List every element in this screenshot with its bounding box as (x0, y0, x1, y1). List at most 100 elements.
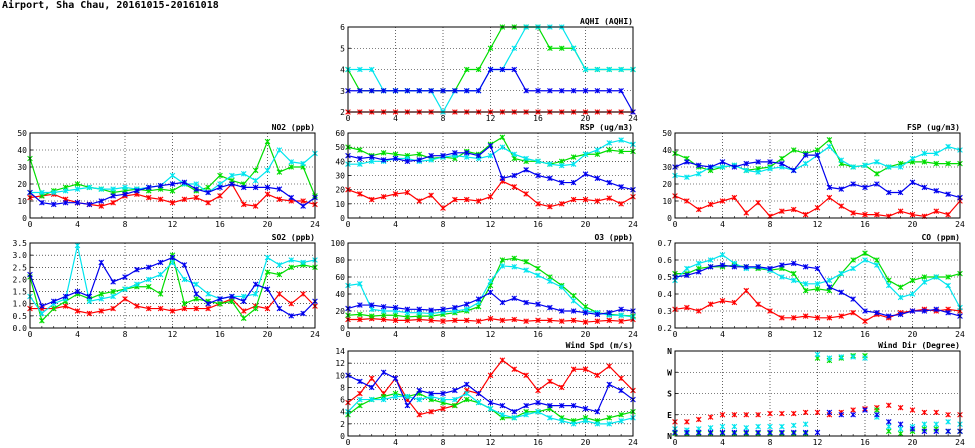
data-point (169, 172, 176, 179)
data-point (428, 192, 434, 199)
data-point (743, 167, 750, 174)
data-point (452, 87, 458, 94)
data-point (110, 186, 116, 192)
data-point (205, 199, 211, 206)
x-tick-label: 4 (75, 220, 80, 229)
data-point (684, 159, 690, 165)
data-point (50, 305, 57, 312)
x-tick-label: 20 (581, 438, 591, 447)
x-tick-label: 20 (581, 330, 591, 339)
data-point (122, 274, 128, 280)
data-point (300, 259, 306, 266)
data-point (511, 316, 518, 323)
data-point (368, 154, 375, 160)
data-point (523, 411, 529, 418)
data-point (475, 399, 482, 406)
data-point (606, 147, 613, 153)
data-point (535, 272, 541, 279)
data-point (50, 201, 57, 208)
data-point (404, 87, 411, 94)
x-tick-label: 24 (628, 220, 638, 229)
y-tick-label: 100 (331, 239, 346, 248)
data-point (945, 143, 951, 150)
data-point (838, 157, 845, 163)
data-point (719, 164, 726, 170)
x-tick-label: 4 (393, 438, 398, 447)
data-point (743, 264, 750, 270)
data-point (874, 407, 880, 413)
data-point (357, 402, 363, 409)
data-point (826, 284, 833, 290)
data-point (368, 196, 375, 203)
data-point (276, 169, 283, 175)
data-point (707, 414, 714, 420)
data-point (300, 203, 306, 209)
data-point (719, 423, 726, 430)
data-point (779, 410, 785, 417)
data-point (862, 407, 868, 413)
data-point (487, 278, 494, 285)
data-point (779, 155, 785, 162)
x-tick-label: 4 (720, 438, 725, 447)
data-point (357, 390, 363, 397)
data-point (463, 301, 470, 307)
y-tick-label: 0.3 (658, 307, 673, 316)
x-tick-label: 20 (581, 220, 591, 229)
data-point (790, 206, 797, 213)
data-point (594, 198, 601, 204)
plot-frame (674, 132, 961, 219)
data-point (487, 193, 494, 200)
data-point (570, 298, 577, 304)
data-point (511, 295, 518, 302)
data-point (499, 66, 506, 73)
data-point (802, 287, 809, 294)
data-point (684, 419, 690, 425)
data-point (98, 203, 105, 209)
data-point (499, 402, 506, 409)
fsp-chart: FSP (ug/m3) 0 10 20 30 40 50 0 4 8 12 16 20 24 (662, 123, 965, 229)
data-point (416, 198, 423, 204)
data-point (264, 269, 271, 275)
x-tick-label: 20 (263, 220, 273, 229)
data-point (74, 242, 81, 249)
data-point (606, 381, 613, 388)
data-point (921, 274, 928, 280)
data-point (288, 159, 295, 165)
data-point (558, 318, 565, 324)
y-tick-label: 0 (340, 324, 345, 333)
data-point (487, 372, 494, 379)
y-tick-label: 20 (17, 180, 27, 189)
data-point (368, 66, 375, 73)
data-point (368, 306, 375, 313)
data-point (499, 134, 506, 141)
y-tick-label: 20 (335, 307, 345, 316)
data-point (511, 264, 518, 270)
data-point (523, 372, 529, 379)
data-point (547, 278, 553, 285)
chart-title: FSP (ug/m3) (907, 123, 960, 132)
y-tick-label: N (667, 347, 672, 356)
data-point (511, 45, 518, 52)
data-point (452, 304, 458, 311)
data-point (440, 205, 446, 211)
data-point (594, 318, 601, 324)
data-point (945, 274, 951, 280)
data-point (755, 264, 761, 270)
data-point (240, 298, 247, 305)
data-point (511, 155, 518, 162)
chart-title: CO (ppm) (921, 233, 960, 242)
data-point (790, 429, 797, 436)
data-point (606, 140, 613, 146)
data-point (240, 315, 247, 322)
y-tick-label: 40 (335, 290, 345, 299)
data-point (582, 303, 589, 310)
y-tick-label: 4 (340, 66, 345, 75)
data-point (380, 316, 387, 323)
x-tick-label: 24 (628, 114, 638, 123)
data-point (558, 384, 565, 391)
data-point (921, 184, 928, 191)
data-point (169, 254, 176, 261)
data-point (264, 191, 271, 197)
data-point (535, 399, 541, 406)
data-point (909, 211, 916, 218)
